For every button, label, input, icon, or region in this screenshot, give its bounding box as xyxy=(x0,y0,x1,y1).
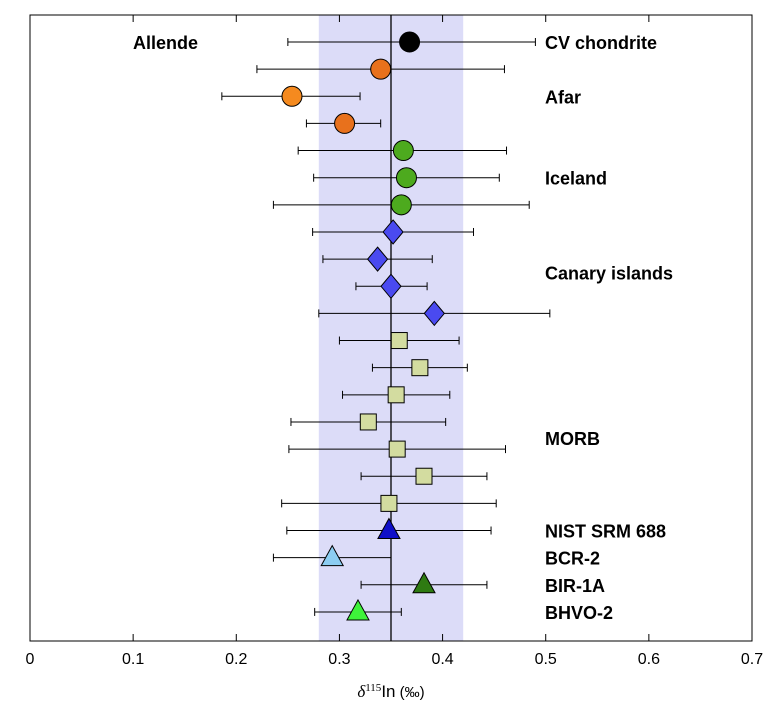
group-label: NIST SRM 688 xyxy=(545,522,666,542)
x-tick-label: 0.4 xyxy=(431,651,453,668)
plot-frame xyxy=(29,14,753,642)
x-axis-label-symbol: δ xyxy=(357,682,366,701)
data-point-20 xyxy=(320,544,345,567)
data-point-11 xyxy=(423,300,445,327)
x-tick-label: 0.1 xyxy=(122,651,144,668)
data-point-3 xyxy=(281,85,303,107)
x-tick-label: 0.6 xyxy=(638,651,660,668)
data-point-21 xyxy=(412,571,436,594)
data-point-8 xyxy=(382,219,404,245)
data-point-7 xyxy=(390,194,412,216)
data-point-17 xyxy=(415,467,433,485)
group-label: Allende xyxy=(133,33,198,53)
group-label: Canary islands xyxy=(545,264,673,284)
group-label: BCR-2 xyxy=(545,549,600,569)
data-point-12 xyxy=(390,332,408,350)
data-point-19 xyxy=(377,517,401,540)
x-tick-label: 0.3 xyxy=(328,651,350,668)
x-axis-label-unit: (‰) xyxy=(396,684,425,701)
group-label: BIR-1A xyxy=(545,576,605,596)
data-point-2 xyxy=(370,58,392,80)
data-point-16 xyxy=(388,440,406,458)
data-point-15 xyxy=(359,413,377,431)
data-point-14 xyxy=(387,386,405,404)
data-point-13 xyxy=(411,359,429,377)
x-axis-label-element: In xyxy=(381,682,395,701)
group-label: BHVO-2 xyxy=(545,603,613,623)
group-label: MORB xyxy=(545,429,600,449)
data-point-4 xyxy=(334,112,356,134)
x-tick-label: 0.2 xyxy=(225,651,247,668)
x-tick-label: 0.7 xyxy=(741,651,763,668)
x-axis-label-superscript: 115 xyxy=(365,682,382,694)
x-axis-label: δ115In (‰) xyxy=(357,682,424,701)
group-label: CV chondrite xyxy=(545,33,657,53)
x-tick-label: 0 xyxy=(26,651,35,668)
data-point-9 xyxy=(366,246,389,272)
x-tick-label: 0.5 xyxy=(535,651,557,668)
data-point-6 xyxy=(395,167,417,189)
data-point-18 xyxy=(380,494,398,512)
data-point-1 xyxy=(399,31,421,53)
data-point-5 xyxy=(392,140,414,162)
data-point-10 xyxy=(380,273,402,300)
group-label: Afar xyxy=(545,87,581,107)
group-label: Iceland xyxy=(545,169,607,189)
data-point-22 xyxy=(346,598,370,621)
